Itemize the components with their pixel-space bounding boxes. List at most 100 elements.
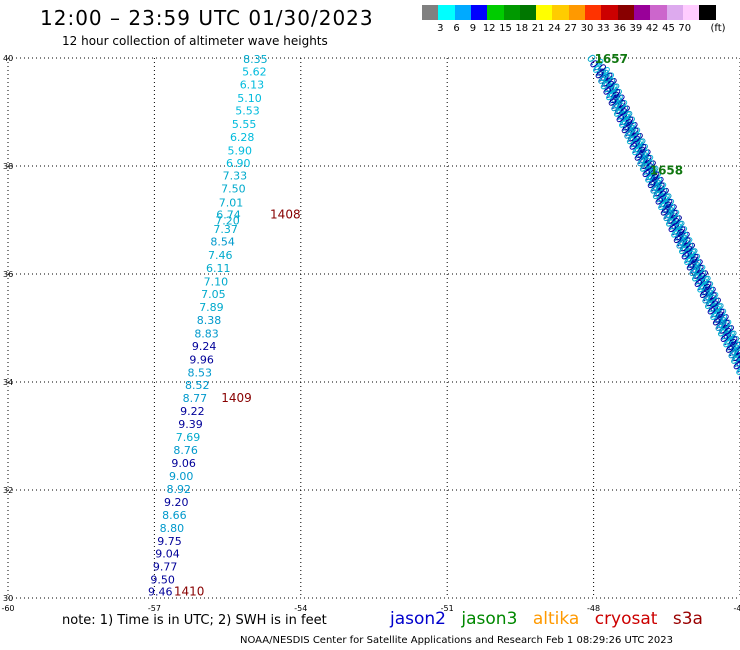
- y-tick-label: 36: [3, 270, 13, 279]
- swh-value-label: 8.35: [243, 53, 268, 66]
- swh-value-label: 7.01: [219, 197, 244, 210]
- swh-value-label: 9.20: [164, 496, 189, 509]
- chart-title: 12:00 – 23:59 UTC 01/30/2023: [40, 6, 374, 30]
- time-label: 1657: [595, 52, 628, 66]
- swh-value-label: 7.05: [201, 288, 226, 301]
- scale-swatch: [682, 5, 700, 20]
- swh-value-label: 7.33: [223, 170, 248, 183]
- swh-value-label: 7.89: [199, 301, 224, 314]
- x-tick-label: -60: [1, 604, 14, 613]
- swh-value-label: 5.62: [242, 66, 267, 79]
- swh-value-label: 8.38: [197, 314, 222, 327]
- scale-swatch: [438, 5, 456, 20]
- swh-value-label: 9.77: [153, 561, 178, 574]
- x-tick-label: -57: [148, 604, 161, 613]
- scale-swatch: [487, 5, 504, 20]
- legend-jason2: jason2: [390, 609, 446, 629]
- swh-value-label: 7.50: [221, 183, 246, 196]
- scale-label: 6: [453, 23, 460, 34]
- y-tick-label: 40: [3, 54, 13, 63]
- scale-swatch: [699, 5, 716, 20]
- chart-subtitle: 12 hour collection of altimeter wave hei…: [62, 34, 328, 48]
- scale-swatch: [552, 5, 570, 20]
- scale-swatch: [536, 5, 553, 20]
- y-tick-label: 32: [3, 486, 13, 495]
- swh-value-label: 6.90: [226, 157, 251, 170]
- scale-label: 30: [580, 23, 594, 34]
- scale-swatch: [633, 5, 651, 20]
- footnote: note: 1) Time is in UTC; 2) SWH is in fe…: [62, 613, 327, 628]
- swh-value-label: 9.96: [189, 353, 214, 366]
- scale-label: 24: [548, 23, 561, 34]
- swh-value-label: 6.13: [240, 78, 265, 91]
- scale-swatch: [568, 5, 586, 20]
- swh-value-label: 7.10: [204, 276, 229, 289]
- scale-label: 27: [564, 23, 578, 34]
- diagonal-overlapping-track: 0.000.000.000.000.000.000.000.000.000.00…: [584, 52, 740, 403]
- time-label: 1410: [174, 585, 205, 599]
- scale-label: 45: [662, 23, 675, 34]
- scale-swatch: [503, 5, 521, 20]
- swh-value-label: 8.80: [160, 522, 185, 535]
- scale-label: 39: [629, 23, 643, 34]
- swh-value-label: 8.76: [173, 444, 198, 457]
- swh-track: 8.355.626.135.105.535.556.285.906.907.33…: [148, 53, 268, 598]
- scale-label: 36: [613, 23, 626, 34]
- time-labels: 1408 1409 1410 1657 1658: [174, 52, 683, 598]
- swh-value-label: 8.52: [185, 379, 210, 392]
- legend-cryosat: cryosat: [594, 609, 658, 629]
- scale-label: 12: [482, 23, 496, 34]
- swh-value-label: 8.53: [187, 366, 212, 379]
- scale-swatch: [422, 5, 439, 20]
- scale-swatch: [585, 5, 602, 20]
- scale-label: 9: [469, 23, 477, 34]
- x-tick-label: -51: [441, 604, 454, 613]
- scale-label: 15: [499, 23, 512, 34]
- swh-value-label: 8.54: [210, 236, 235, 249]
- overlap-swh-label: 0.00: [730, 347, 740, 374]
- swh-value-label: 9.06: [171, 457, 196, 470]
- time-label: 1409: [221, 391, 252, 405]
- swh-value-label: 9.00: [169, 470, 194, 483]
- scale-label: 18: [515, 23, 529, 34]
- swh-value-label: 5.10: [237, 92, 262, 105]
- swh-value-label: 6.74: [216, 209, 241, 222]
- swh-value-label: 9.39: [178, 418, 203, 431]
- swh-value-label: 9.46: [148, 586, 173, 599]
- swh-value-label: 5.90: [228, 144, 253, 157]
- axis-tick-labels: -60 -57 -54 -51 -48 -45 30 32 34 36 38 40: [1, 54, 740, 613]
- swh-value-label: 8.77: [183, 392, 208, 405]
- swh-value-label: 9.24: [192, 340, 217, 353]
- swh-value-label: 8.92: [167, 483, 192, 496]
- swh-value-label: 7.20: [215, 215, 240, 228]
- overlap-swh-label: 0.00: [730, 359, 740, 386]
- time-label: 1658: [650, 163, 683, 177]
- legend-s3a: s3a: [672, 609, 703, 629]
- scale-label: 21: [531, 23, 545, 34]
- x-tick-label: -45: [733, 604, 740, 613]
- legend-jason3: jason3: [461, 609, 518, 629]
- swh-value-label: 8.66: [162, 509, 187, 522]
- swh-value-label: 7.37: [213, 223, 238, 236]
- scale-label: 42: [645, 23, 659, 34]
- scale-swatch: [470, 5, 488, 20]
- x-tick-label: -54: [294, 604, 307, 613]
- scale-label: 70: [678, 23, 692, 34]
- scale-label: 3: [437, 23, 444, 34]
- swh-value-label: 9.22: [180, 405, 205, 418]
- swh-value-label: 9.75: [157, 535, 182, 548]
- time-label: 1408: [270, 208, 301, 222]
- y-tick-label: 34: [3, 378, 13, 387]
- scale-swatch: [666, 5, 684, 20]
- swh-value-label: 9.04: [155, 548, 180, 561]
- x-tick-label: -48: [587, 604, 600, 613]
- legend-altika: altika: [532, 609, 580, 629]
- scale-swatch: [650, 5, 667, 20]
- color-scale-unit: (ft): [710, 23, 726, 34]
- scale-swatch: [617, 5, 635, 20]
- scale-swatch: [601, 5, 619, 20]
- swh-value-label: 7.46: [208, 249, 233, 262]
- scale-label: 33: [596, 23, 610, 34]
- swh-value-label: 5.55: [232, 118, 257, 131]
